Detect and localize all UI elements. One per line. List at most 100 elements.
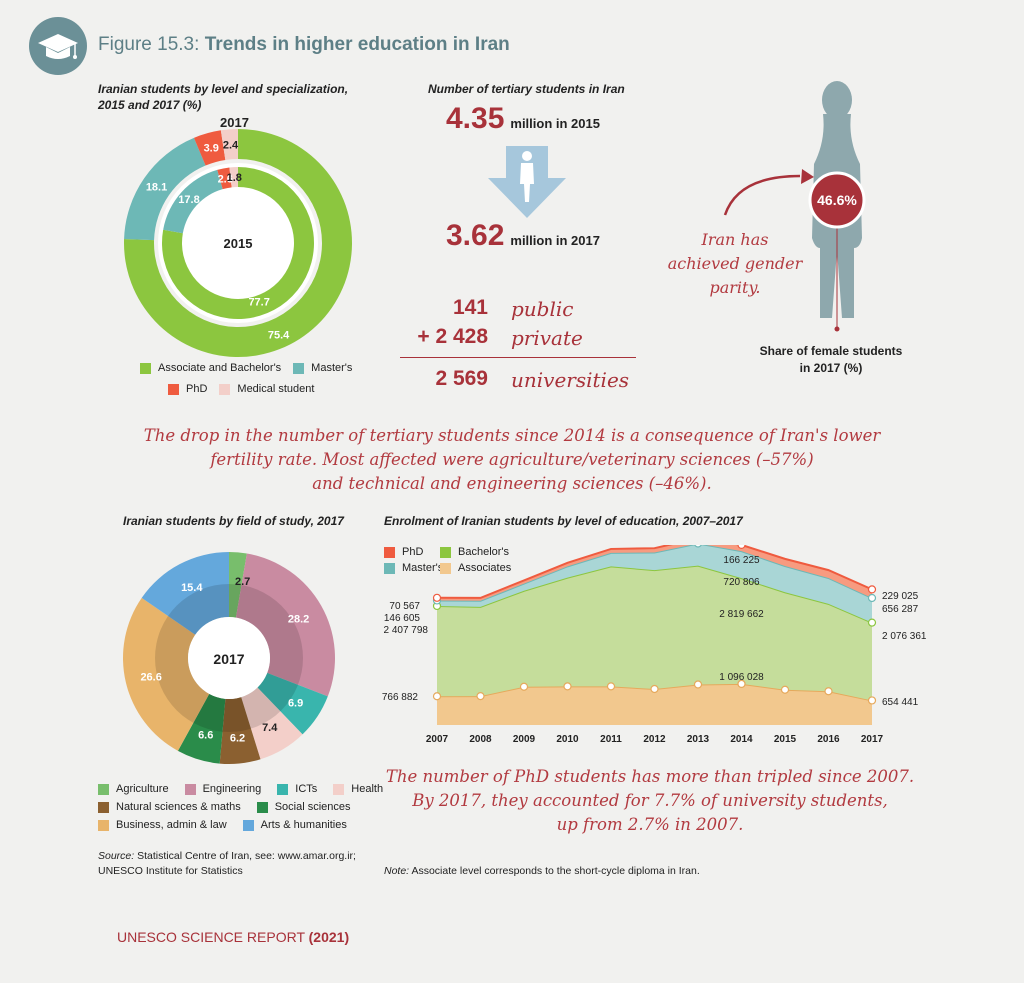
data-point	[867, 618, 877, 627]
source-text: Source: Statistical Centre of Iran, see:…	[98, 850, 356, 877]
field-donut-center	[188, 617, 270, 699]
sum-divider	[400, 357, 636, 358]
level-donut-center	[198, 203, 278, 283]
data-point	[693, 680, 703, 689]
enrolment-area-chart: 2007 2008 2009 2010 2011 2012 2013 2014 2015 2016…	[382, 545, 927, 745]
data-point	[563, 682, 572, 691]
phd-note: The number of PhD students has more than…	[385, 767, 915, 834]
x-tick-label: 2014	[730, 734, 753, 745]
level-2015-slice-1	[163, 169, 223, 234]
value-annotation: 146 605	[384, 613, 421, 624]
value-annotation: 766 882	[382, 692, 419, 703]
legend-label: Associate and Bachelor's	[158, 362, 282, 374]
data-point	[867, 585, 877, 594]
level-2015-label-1: 17.8	[178, 194, 199, 206]
value-annotation: 656 287	[882, 604, 919, 615]
data-point	[476, 692, 485, 701]
female-caption: Share of female students in 2017 (%)	[759, 344, 903, 375]
x-tick-label: 2010	[556, 734, 579, 745]
level-chart-subtitle: Iranian students by level and specializa…	[98, 82, 349, 112]
value-annotation: 70 567	[389, 601, 420, 612]
x-tick-label: 2008	[469, 734, 492, 745]
value-annotation: 720 806	[723, 577, 760, 588]
value-annotation: 166 225	[723, 555, 760, 566]
legend-label: PhD	[186, 383, 208, 395]
field-label-3: 7.4	[262, 722, 278, 734]
data-point	[780, 685, 790, 694]
down-arrow-person-icon	[488, 146, 566, 218]
graduation-cap-icon	[29, 17, 87, 75]
public-label: public	[511, 297, 574, 321]
field-slice-3	[241, 687, 303, 760]
gender-parity-note: Iran has achieved gender parity.	[667, 230, 803, 297]
x-tick-label: 2013	[687, 734, 710, 745]
level-2015-label-3: 1.8	[227, 172, 242, 184]
level-2017-label-1: 18.1	[146, 182, 167, 194]
field-label-7: 15.4	[181, 582, 203, 594]
field-slice-2	[257, 672, 328, 735]
line-phd	[436, 545, 873, 599]
data-point	[737, 545, 746, 549]
legend-swatch-medical	[219, 383, 231, 395]
data-point	[432, 593, 442, 602]
field-legend: Agriculture Engineering ICTs Health Natu…	[98, 783, 398, 831]
area-bachelors	[437, 565, 872, 701]
field-slice-5	[177, 693, 226, 764]
value-annotation: 654 441	[882, 697, 919, 708]
agriculture-value-label: 2.7	[235, 576, 250, 588]
female-student-figure: 46.6%	[723, 81, 866, 332]
data-point	[824, 687, 833, 696]
value-annotation: 2 819 662	[719, 609, 764, 620]
level-2015-slice-3	[229, 167, 238, 188]
data-point	[694, 545, 702, 548]
field-slice-1	[235, 553, 335, 697]
level-2017-label-2: 3.9	[204, 143, 219, 155]
fertility-note: The drop in the number of tertiary stude…	[143, 426, 881, 493]
level-legend: Associate and Bachelor's Master's PhD Me…	[140, 362, 370, 395]
area-masters	[437, 545, 872, 623]
level-2017-label-3: 2.4	[223, 139, 239, 151]
data-point	[606, 682, 616, 691]
total-universities-count: 2 569	[435, 367, 488, 390]
field-slice-6	[123, 597, 210, 751]
legend-swatch-phd	[168, 383, 179, 395]
field-label-2: 6.9	[288, 697, 303, 709]
field-label-4: 6.2	[230, 733, 245, 745]
x-tick-label: 2012	[643, 734, 666, 745]
value-annotation: 229 025	[882, 591, 919, 602]
x-tick-label: 2009	[513, 734, 536, 745]
level-donut-chart: 2015 75.4 18.1 3.9 2.4 77.7 17.8 2.61.8	[124, 129, 353, 357]
field-label-1: 28.2	[288, 614, 309, 626]
value-annotation: 2 076 361	[882, 631, 927, 642]
legend-label: Master's	[311, 362, 353, 374]
field-label-5: 6.6	[198, 730, 213, 742]
public-universities-count: 141	[452, 296, 488, 319]
data-point	[650, 684, 659, 694]
x-tick-label: 2016	[817, 734, 840, 745]
field-slice-4	[219, 697, 261, 764]
level-2017-slice-3	[220, 129, 238, 160]
legend-label: Medical student	[237, 383, 315, 395]
x-tick-label: 2007	[426, 734, 449, 745]
level-2017-label-0: 75.4	[268, 329, 290, 341]
female-share-value: 46.6%	[817, 192, 857, 208]
legend-swatch-bachelors	[140, 362, 151, 374]
enrol-legend: PhD Bachelor's Master's Associates	[384, 546, 511, 574]
level-2017-slice-1	[124, 137, 206, 241]
field-donut-chart: 2017 28.2 6.9 7.4 6.2 6.6 26.6 15.4 2.7	[123, 552, 335, 764]
level-2015-slice-2	[217, 167, 232, 190]
enrol-chart-subtitle: Enrolment of Iranian students by level o…	[384, 514, 743, 528]
footer: UNESCO SCIENCE REPORT (2021)	[117, 929, 350, 945]
x-tick-label: 2017	[861, 734, 884, 745]
level-2015-label-0: 77.7	[248, 296, 269, 308]
field-chart-subtitle: Iranian students by field of study, 2017	[123, 514, 344, 528]
field-center-year: 2017	[213, 651, 244, 667]
data-point	[867, 593, 877, 603]
data-point	[519, 682, 529, 691]
level-2017-slice-2	[193, 130, 226, 166]
field-label-6: 26.6	[140, 671, 161, 683]
inner-ring-year: 2015	[224, 236, 253, 251]
x-tick-label: 2011	[600, 734, 622, 745]
value-annotation: 1 096 028	[719, 672, 764, 683]
value-annotation: 2 407 798	[384, 625, 429, 636]
